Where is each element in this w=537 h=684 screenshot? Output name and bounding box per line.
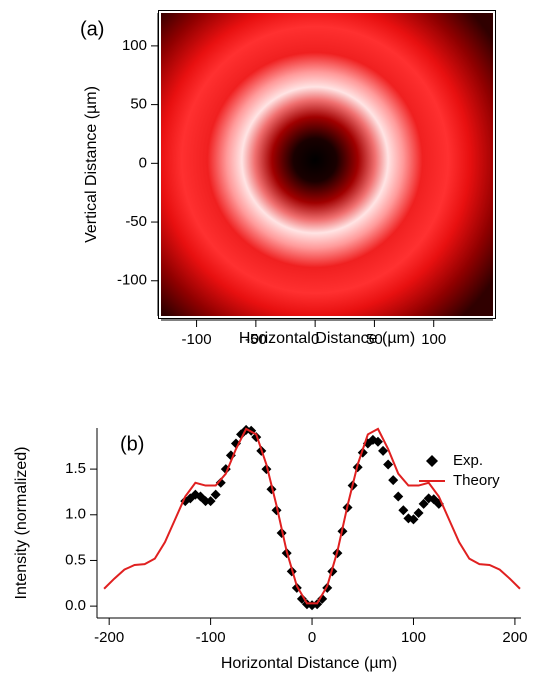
x-tick-label: 100 xyxy=(401,629,426,646)
y-tick-label: 1.5 xyxy=(65,460,86,477)
y-tick-label: 100 xyxy=(122,37,147,54)
y-tick-label: 0.0 xyxy=(65,597,86,614)
x-tick-label: 100 xyxy=(421,331,446,348)
figure: -100-50050100-100-50050100Horizontal Dis… xyxy=(0,0,537,684)
y-axis-title: Vertical Distance (µm) xyxy=(83,86,100,243)
y-tick-label: 1.0 xyxy=(65,506,86,523)
legend-label: Exp. xyxy=(453,452,483,469)
y-tick-label: -50 xyxy=(125,213,147,230)
panel-label: (a) xyxy=(80,18,104,40)
x-axis-title: Horizontal Distance (µm) xyxy=(239,330,415,347)
panel-label: (b) xyxy=(120,433,144,455)
x-axis-title: Horizontal Distance (µm) xyxy=(221,655,397,672)
y-axis-title: Intensity (normalized) xyxy=(13,447,30,600)
legend-swatch xyxy=(426,455,438,467)
y-tick-label: 0 xyxy=(139,154,147,171)
exp-point xyxy=(398,505,408,515)
y-tick-label: -100 xyxy=(117,272,147,289)
exp-point xyxy=(388,475,398,485)
legend-label: Theory xyxy=(453,472,500,489)
x-tick-label: 200 xyxy=(502,629,527,646)
exp-point xyxy=(393,492,403,502)
x-tick-label: -100 xyxy=(196,629,226,646)
x-tick-label: -200 xyxy=(94,629,124,646)
exp-point xyxy=(383,460,393,470)
y-tick-label: 0.5 xyxy=(65,551,86,568)
x-tick-label: -100 xyxy=(182,331,212,348)
intensity-image xyxy=(160,12,494,317)
x-tick-label: 0 xyxy=(308,629,316,646)
y-tick-label: 50 xyxy=(130,96,147,113)
